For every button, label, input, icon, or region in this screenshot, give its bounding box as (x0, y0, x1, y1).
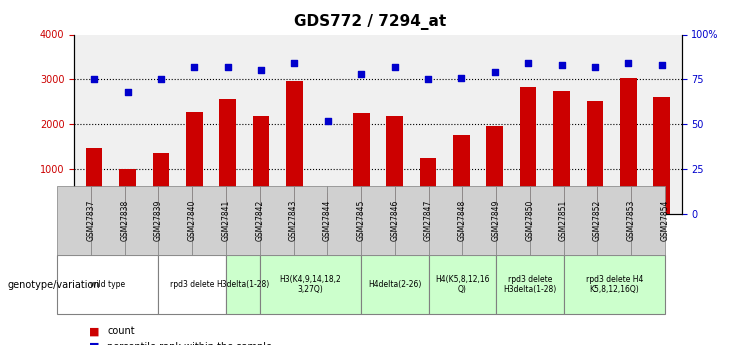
Point (222, 64, 233, 70)
Text: rpd3 delete
H3delta(1-28): rpd3 delete H3delta(1-28) (503, 275, 556, 294)
Point (288, 60, 300, 66)
Text: H3(K4,9,14,18,2
3,27Q): H3(K4,9,14,18,2 3,27Q) (279, 275, 342, 294)
Bar (219, 99, 236, 214)
Text: GSM27853: GSM27853 (627, 200, 636, 242)
Text: rpd3 delete: rpd3 delete (170, 280, 214, 289)
Text: GSM27849: GSM27849 (491, 200, 501, 242)
Bar (119, 169, 136, 214)
Text: wild type: wild type (90, 280, 125, 289)
Point (422, 77, 434, 82)
Text: percentile rank within the sample: percentile rank within the sample (107, 342, 273, 345)
Text: GSM27843: GSM27843 (289, 200, 298, 242)
Point (355, 71, 367, 77)
Bar (253, 116, 270, 214)
Point (188, 64, 200, 70)
Bar (153, 153, 169, 214)
Bar (486, 126, 503, 214)
Text: GSM27846: GSM27846 (391, 200, 399, 242)
Text: GSM27847: GSM27847 (424, 200, 433, 242)
Point (622, 60, 634, 66)
Text: GSM27852: GSM27852 (593, 200, 602, 242)
Bar (620, 78, 637, 214)
Text: GSM27837: GSM27837 (87, 200, 96, 242)
Text: ■: ■ (89, 342, 99, 345)
Text: genotype/variation: genotype/variation (7, 280, 100, 289)
Text: H4delta(2-26): H4delta(2-26) (368, 280, 422, 289)
Bar (186, 112, 202, 214)
Point (589, 64, 601, 70)
Point (556, 62, 568, 68)
Text: GSM27840: GSM27840 (187, 200, 197, 242)
Text: GSM27848: GSM27848 (458, 200, 467, 242)
Bar (353, 112, 370, 214)
Text: GSM27841: GSM27841 (222, 200, 230, 242)
Point (489, 69, 501, 75)
Text: count: count (107, 326, 135, 336)
Point (522, 60, 534, 66)
Bar (554, 91, 570, 214)
Text: GSM27850: GSM27850 (525, 200, 534, 242)
Text: GSM27851: GSM27851 (559, 200, 568, 242)
Text: GSM27838: GSM27838 (120, 200, 129, 242)
Text: GSM27839: GSM27839 (154, 200, 163, 242)
Text: GDS772 / 7294_at: GDS772 / 7294_at (294, 14, 447, 30)
Bar (286, 81, 303, 214)
Bar (519, 87, 536, 214)
Bar (319, 193, 336, 214)
Point (456, 75, 468, 80)
Text: H3delta(1-28): H3delta(1-28) (216, 280, 270, 289)
Bar (453, 135, 470, 214)
Text: ■: ■ (89, 326, 99, 336)
Text: GSM27845: GSM27845 (356, 200, 365, 242)
Bar (86, 148, 102, 214)
Text: GSM27854: GSM27854 (660, 200, 669, 242)
Point (88, 77, 100, 82)
Point (389, 64, 401, 70)
Point (255, 68, 267, 73)
Text: H4(K5,8,12,16
Q): H4(K5,8,12,16 Q) (435, 275, 490, 294)
Point (656, 62, 668, 68)
Text: rpd3 delete H4
K5,8,12,16Q): rpd3 delete H4 K5,8,12,16Q) (585, 275, 643, 294)
Point (122, 89, 133, 95)
Point (155, 77, 167, 82)
Text: GSM27844: GSM27844 (323, 200, 332, 242)
Bar (386, 116, 403, 214)
Point (322, 118, 333, 124)
Bar (654, 97, 670, 214)
Text: GSM27842: GSM27842 (255, 200, 265, 242)
Bar (587, 101, 603, 214)
Bar (419, 158, 436, 214)
